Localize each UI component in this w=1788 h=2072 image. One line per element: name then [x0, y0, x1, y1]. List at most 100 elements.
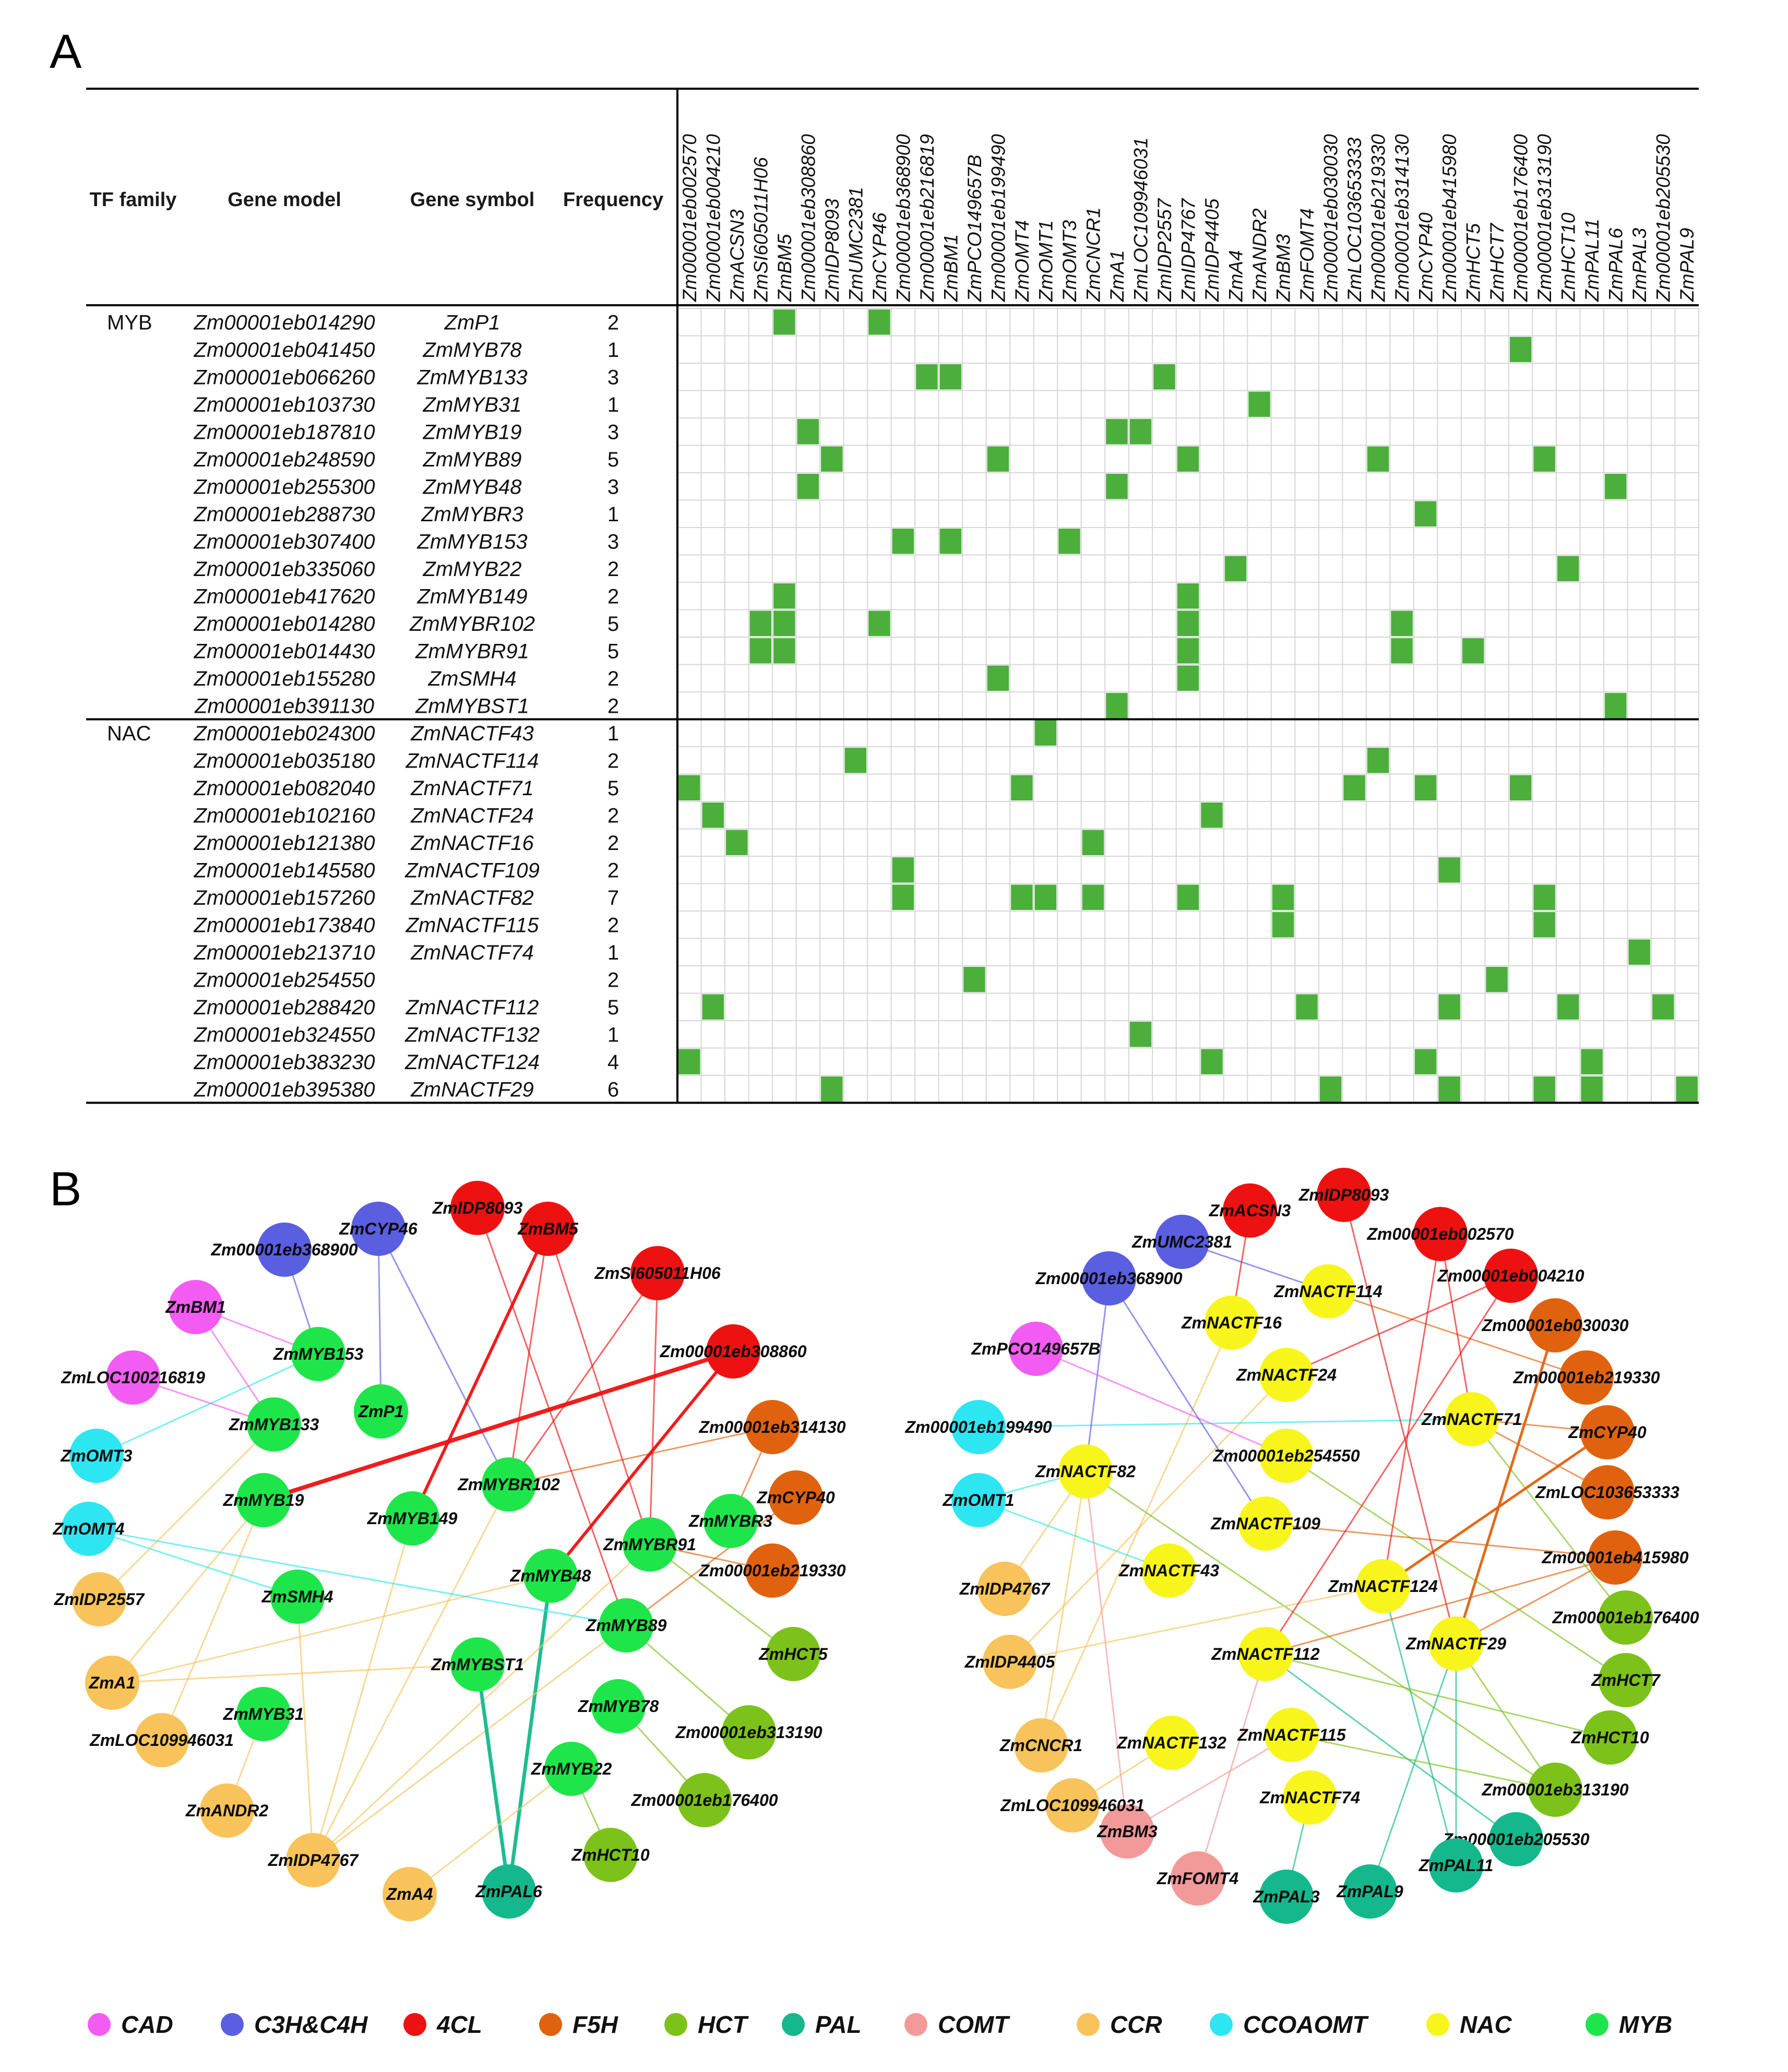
header-gene-model: Gene model	[228, 189, 341, 211]
node: ZmSI605011H06	[594, 1246, 721, 1300]
legend-item: 4CL	[403, 2011, 482, 2038]
frequency-cell: 2	[607, 968, 619, 991]
table-row: Zm00001eb102160 ZmNACTF24 2	[194, 803, 1223, 828]
gene-model-cell: Zm00001eb102160	[194, 804, 375, 827]
node-circle	[745, 1400, 800, 1454]
node: ZmPAL6	[475, 1864, 542, 1919]
node-label: ZmCYP40	[756, 1488, 835, 1507]
node-label: ZmLOC109946031	[89, 1731, 234, 1750]
node-circle	[62, 1502, 116, 1556]
edge	[88, 1528, 298, 1598]
node: ZmFOMT4	[1157, 1851, 1239, 1906]
hit-cell	[1272, 884, 1294, 910]
edge	[96, 1353, 319, 1457]
gene-symbol-cell: ZmNACTF82	[410, 887, 534, 909]
frequency-cell: 5	[607, 448, 619, 471]
edge	[978, 1499, 1170, 1572]
node: ZmP1	[354, 1384, 408, 1439]
node-label: ZmNACTF71	[1421, 1410, 1522, 1429]
node-circle	[978, 1562, 1032, 1616]
edge	[1197, 1654, 1267, 1879]
gene-symbol-cell: ZmNACTF43	[410, 722, 534, 745]
node: ZmHCT5	[758, 1627, 828, 1681]
hit-cell	[1011, 884, 1033, 910]
edge	[475, 1664, 511, 1892]
node-label: ZmFOMT4	[1157, 1869, 1239, 1888]
table-row: Zm00001eb255300 ZmMYB48 3	[194, 474, 1627, 499]
legend-label: CCOAOMT	[1243, 2011, 1369, 2038]
node-label: ZmUMC2381	[1131, 1232, 1232, 1251]
hit-cell	[1367, 446, 1389, 472]
node-label: ZmLOC109946031	[1000, 1796, 1145, 1815]
node-label: ZmMYB89	[586, 1616, 667, 1635]
frequency-cell: 5	[607, 613, 619, 636]
column-header: ZmIDP8093	[821, 198, 843, 302]
legend-label: C3H&C4H	[254, 2011, 368, 2038]
node: ZmCNCR1	[999, 1718, 1082, 1772]
node-label: Zm00001eb199490	[904, 1418, 1052, 1436]
node-circle	[521, 1202, 575, 1256]
node: ZmMYB153	[273, 1327, 363, 1381]
node-label: ZmMYB78	[578, 1697, 659, 1716]
node: Zm00001eb004210	[1437, 1249, 1584, 1303]
node-circle	[769, 1470, 823, 1525]
node-label: ZmNACTF114	[1273, 1282, 1382, 1301]
node: Zm00001eb254550	[1212, 1429, 1360, 1483]
node-label: ZmPAL11	[1419, 1856, 1494, 1875]
edge	[98, 1423, 275, 1600]
node: ZmLOC103653333	[1535, 1465, 1679, 1519]
node-circle	[1014, 1718, 1068, 1772]
edge	[313, 1624, 627, 1861]
hit-cell	[749, 638, 772, 664]
node: ZmACSN3	[1209, 1183, 1291, 1238]
column-header: ZmOMT4	[1011, 220, 1033, 302]
node-circle	[1559, 1350, 1614, 1405]
gene-model-cell: Zm00001eb014430	[194, 640, 375, 663]
node-circle	[1155, 1215, 1209, 1269]
node-label: ZmACSN3	[1209, 1201, 1291, 1220]
hit-cell	[678, 775, 700, 800]
column-header: Zm00001eb314130	[1391, 134, 1413, 302]
gene-model-cell: Zm00001eb254550	[194, 968, 375, 991]
node: ZmMYB78	[578, 1679, 659, 1733]
hit-cell	[892, 884, 914, 910]
node-label: ZmIDP4767	[268, 1851, 360, 1870]
column-header: ZmA1	[1106, 250, 1128, 302]
column-header: ZmFOMT4	[1296, 208, 1318, 302]
column-header: ZmIDP2557	[1154, 198, 1175, 302]
node-circle	[1145, 1716, 1199, 1770]
hit-cell	[1034, 884, 1057, 910]
node-label: ZmMYBR3	[688, 1512, 772, 1530]
node-circle	[1528, 1298, 1582, 1352]
node: ZmNACTF124	[1328, 1559, 1438, 1613]
node: ZmMYBST1	[431, 1637, 524, 1692]
hit-cell	[702, 994, 724, 1020]
hit-cell	[1557, 994, 1579, 1020]
node: ZmHCT10	[571, 1828, 650, 1882]
node: ZmANDR2	[185, 1783, 268, 1838]
hit-cell	[868, 610, 890, 636]
column-header: Zm00001eb368900	[892, 134, 914, 302]
node: ZmNACTF71	[1421, 1392, 1522, 1446]
hit-cell	[773, 583, 795, 609]
hit-cell	[1011, 775, 1033, 800]
node-circle	[523, 1549, 578, 1603]
frequency-cell: 2	[607, 749, 619, 772]
hit-cell	[1177, 665, 1199, 691]
node: ZmUMC2381	[1131, 1215, 1232, 1269]
column-header: Zm00001eb415980	[1439, 134, 1460, 302]
header-gene-symbol: Gene symbol	[410, 189, 535, 211]
tf-family-cell: NAC	[107, 722, 151, 745]
gene-symbol-cell: ZmMYBR3	[421, 503, 523, 526]
node-label: ZmP1	[357, 1402, 403, 1421]
hit-cell	[1509, 775, 1532, 800]
edge	[411, 1228, 550, 1519]
column-header: ZmIDP4767	[1178, 198, 1199, 302]
node-circle	[544, 1742, 599, 1796]
frequency-cell: 1	[607, 503, 619, 526]
legend-swatch	[539, 2013, 562, 2036]
myb-network: ZmCYP46 ZmIDP8093 ZmBM5 ZmSI605011H06 Zm0000…	[53, 1181, 846, 1921]
hit-cell	[1201, 803, 1223, 828]
edge	[1265, 1275, 1512, 1655]
edge	[312, 1484, 510, 1861]
